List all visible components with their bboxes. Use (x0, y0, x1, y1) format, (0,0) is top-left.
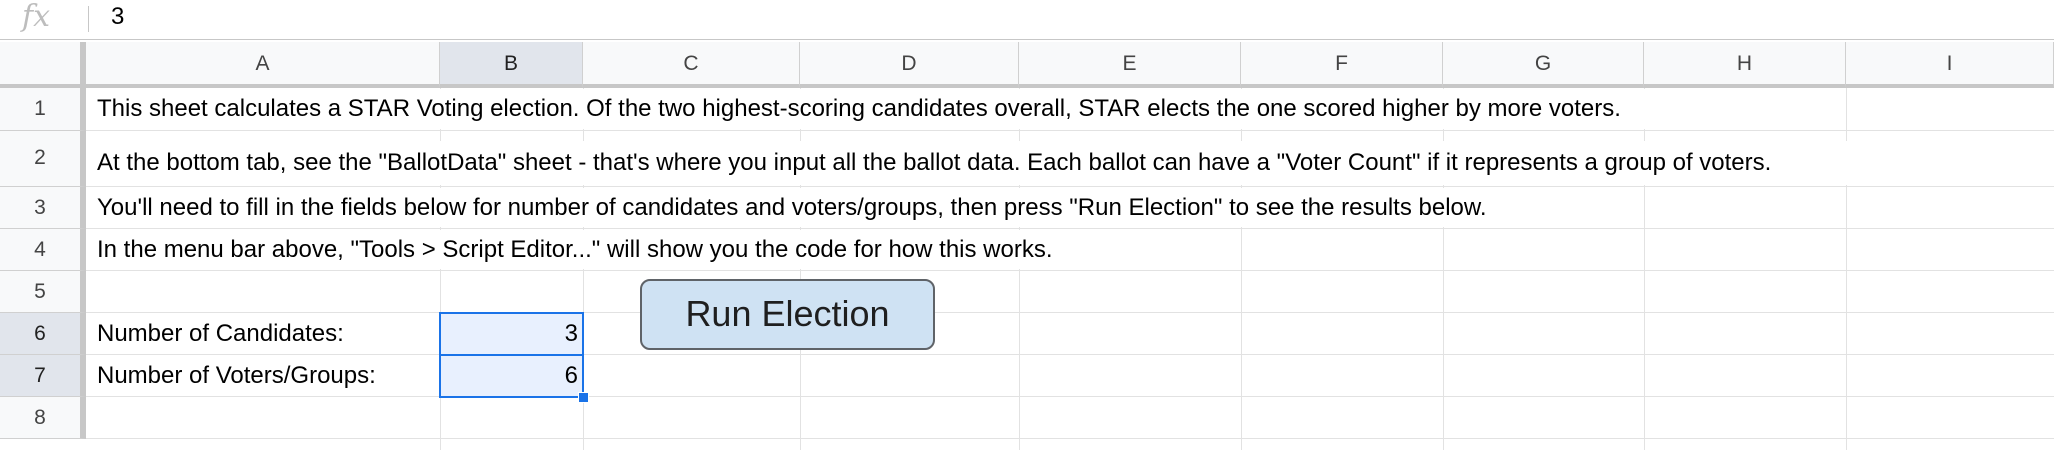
gridline (1241, 88, 1242, 450)
row-header-7[interactable]: 7 (0, 355, 86, 397)
fx-icon: fx (22, 0, 51, 34)
cell-a6[interactable]: Number of Candidates: (97, 320, 344, 347)
column-header-g[interactable]: G (1443, 42, 1644, 88)
gridline (1644, 88, 1645, 450)
gridline (440, 88, 441, 450)
gridline (800, 88, 801, 450)
column-header-b[interactable]: B (440, 42, 583, 88)
row-header-1[interactable]: 1 (0, 88, 86, 131)
run-election-button[interactable]: Run Election (640, 279, 935, 350)
gridline (86, 186, 2054, 187)
gridline (86, 130, 2054, 131)
gridline (86, 354, 2054, 355)
formula-input[interactable]: 3 (111, 3, 125, 30)
column-header-a[interactable]: A (86, 42, 440, 88)
column-header-f[interactable]: F (1241, 42, 1443, 88)
row-header-3[interactable]: 3 (0, 187, 86, 229)
column-header-i[interactable]: I (1846, 42, 2054, 88)
column-header-c[interactable]: C (583, 42, 800, 88)
fill-handle[interactable] (578, 392, 589, 403)
cell-a4[interactable]: In the menu bar above, "Tools > Script E… (87, 230, 1241, 269)
spreadsheet-grid: A B C D E F G H I 1 2 3 4 5 6 7 8 This s… (0, 42, 2054, 450)
formula-bar: fx 3 (0, 0, 2054, 40)
formula-bar-separator (88, 6, 89, 32)
gridline (1443, 88, 1444, 450)
row-header-5[interactable]: 5 (0, 271, 86, 313)
row-header-4[interactable]: 4 (0, 229, 86, 271)
column-header-e[interactable]: E (1019, 42, 1241, 88)
gridline (86, 270, 2054, 271)
column-header-d[interactable]: D (800, 42, 1019, 88)
cell-b7[interactable]: 6 (439, 354, 584, 398)
row-header-6[interactable]: 6 (0, 313, 86, 355)
select-all-corner[interactable] (0, 42, 86, 88)
cell-a2[interactable]: At the bottom tab, see the "BallotData" … (87, 141, 2053, 185)
gridline (86, 396, 2054, 397)
cell-a7[interactable]: Number of Voters/Groups: (97, 362, 376, 389)
cell-b6[interactable]: 3 (439, 312, 584, 356)
row-header-8[interactable]: 8 (0, 397, 86, 439)
cell-a1[interactable]: This sheet calculates a STAR Voting elec… (87, 89, 1846, 129)
gridline (86, 438, 2054, 439)
gridline (583, 88, 584, 450)
gridline (1846, 88, 1847, 450)
cell-a3[interactable]: You'll need to fill in the fields below … (87, 188, 1644, 227)
gridline (86, 312, 2054, 313)
gridline (86, 228, 2054, 229)
column-header-h[interactable]: H (1644, 42, 1846, 88)
row-header-2[interactable]: 2 (0, 131, 86, 187)
gridline (1019, 88, 1020, 450)
